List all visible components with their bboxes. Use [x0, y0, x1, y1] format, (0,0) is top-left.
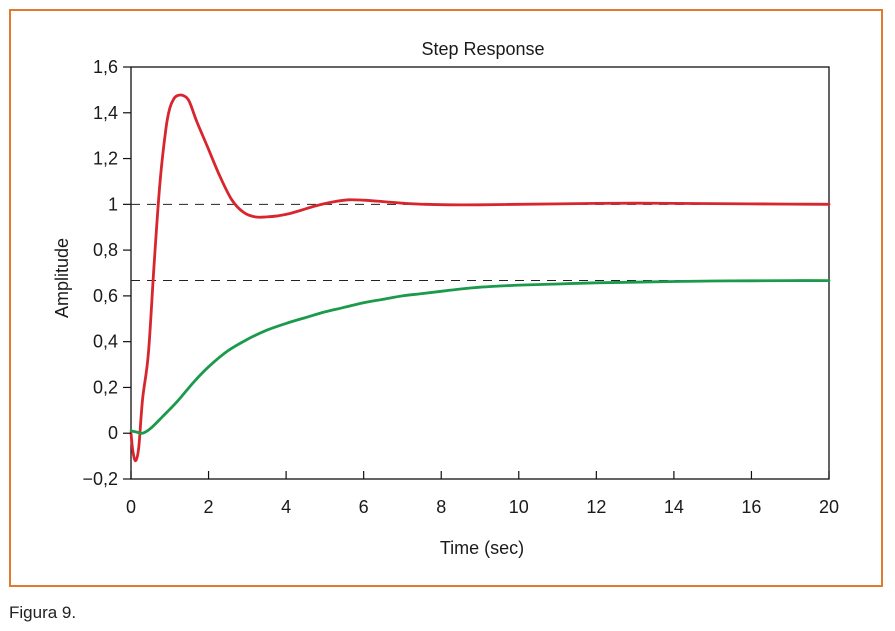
y-tick-label: −0,2 [82, 469, 118, 489]
y-tick-label: 0 [108, 423, 118, 443]
x-tick-label: 8 [436, 497, 446, 517]
x-axis-label: Time (sec) [440, 538, 524, 558]
y-tick-label: 1,2 [93, 149, 118, 169]
x-tick-label: 16 [741, 497, 761, 517]
series-line-red-response [129, 93, 831, 463]
y-axis-ticks: −0,2 0 0,2 0,4 0,6 0,8 1 1,2 1,4 1,6 [82, 57, 131, 489]
reference-lines [131, 203, 829, 282]
x-tick-label: 2 [204, 497, 214, 517]
y-tick-label: 0,4 [93, 332, 118, 352]
y-tick-label: 1,4 [93, 103, 118, 123]
x-tick-label: 4 [281, 497, 291, 517]
series-line-green-response [129, 279, 831, 435]
y-axis-label: Amplitude [52, 238, 72, 318]
x-tick-label: 20 [819, 497, 839, 517]
x-tick-label: 10 [509, 497, 529, 517]
y-tick-label: 0,2 [93, 377, 118, 397]
x-axis-ticks: 0 2 4 6 8 10 12 14 16 20 [126, 471, 839, 517]
y-tick-label: 1,6 [93, 57, 118, 77]
figure-frame [9, 9, 883, 587]
y-tick-label: 1 [108, 194, 118, 214]
x-tick-label: 6 [359, 497, 369, 517]
x-tick-label: 12 [586, 497, 606, 517]
plot-area-border [130, 66, 830, 480]
y-tick-label: 0,8 [93, 240, 118, 260]
series-group [129, 93, 831, 463]
chart-title: Step Response [421, 39, 544, 59]
y-tick-label: 0,6 [93, 286, 118, 306]
x-tick-label: 0 [126, 497, 136, 517]
figure-caption: Figura 9. [9, 603, 77, 622]
x-tick-label: 14 [664, 497, 684, 517]
